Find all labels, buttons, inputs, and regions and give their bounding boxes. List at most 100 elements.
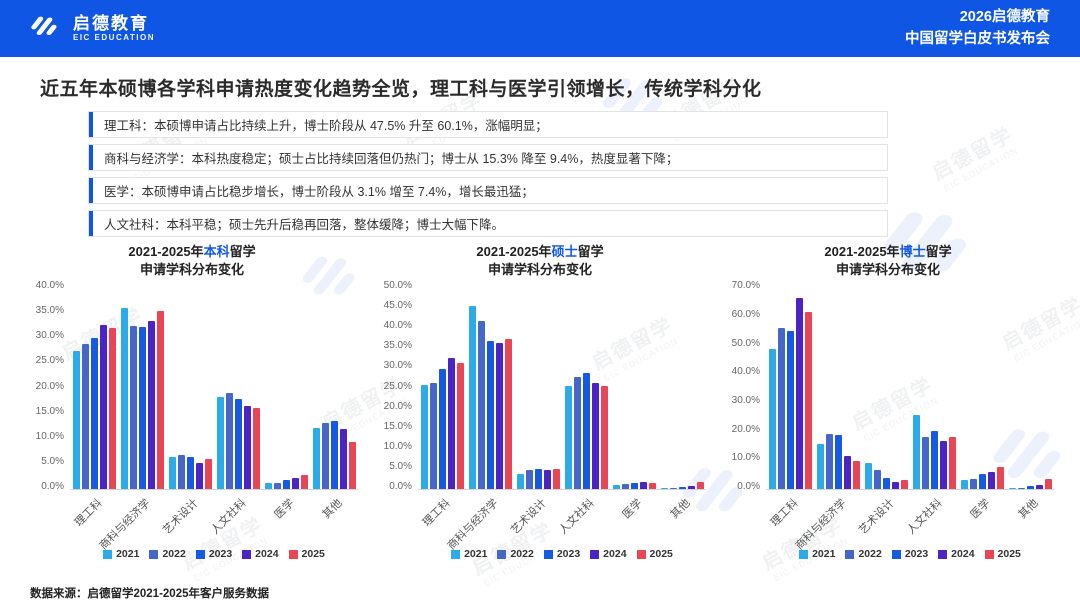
bar-2024: [495, 343, 503, 490]
x-axis-label: 人文社科: [557, 497, 597, 537]
bar-group: [120, 307, 164, 490]
y-tick-label: 0.0%: [737, 481, 760, 493]
x-axis-label: 理工科: [768, 497, 801, 530]
bar-group: [1008, 479, 1052, 490]
charts-row: 2021-2025年本科留学 申请学科分布变化 40.0% 35.0% 30.0% 2…: [0, 243, 1080, 560]
legend-swatch: [845, 549, 855, 559]
chart-legend: 2021 2022 2023 2024 2025: [766, 548, 1054, 560]
bullet-accent-bar: [89, 211, 93, 236]
bar-2022: [573, 376, 581, 490]
x-label-slot: 人文社科: [557, 492, 610, 548]
x-axis-label: 其他: [1016, 497, 1041, 522]
x-label-slot: 其他: [1006, 492, 1054, 548]
y-tick-label: 45.0%: [383, 300, 412, 312]
bar-2023: [882, 478, 890, 490]
bar-2022: [825, 433, 833, 490]
x-axis-label: 人文社科: [905, 497, 945, 537]
legend-swatch: [149, 549, 159, 559]
legend-item: 2025: [636, 548, 673, 561]
bar-group: [612, 481, 656, 490]
bar-2022: [129, 325, 137, 490]
bar-2023: [186, 457, 194, 490]
bar-group: [660, 481, 704, 490]
bullet-item-humanities: 人文社科：本科平稳；硕士先升后稳再回落，整体缓降；博士大幅下降。: [88, 210, 888, 237]
legend-item: 2021: [451, 548, 487, 560]
bar-2025: [348, 442, 356, 490]
bar-group: [264, 475, 308, 490]
bar-2021: [912, 414, 920, 490]
legend-year-label: 2023: [904, 548, 929, 561]
bar-2023: [534, 468, 542, 490]
y-axis: 70.0% 60.0% 50.0% 40.0% 30.0% 20.0% 10.0% 0.0%: [722, 280, 766, 492]
x-axis-labels: 理工科 商科与经济学 艺术设计 人文社科 医学 其他: [70, 492, 358, 552]
x-label-slot: 人文社科: [905, 492, 958, 548]
bar-2022: [921, 436, 929, 490]
legend-item: 2023: [543, 548, 580, 560]
event-title-line2: 中国留学白皮书发布会: [905, 30, 1050, 47]
y-tick-label: 40.0%: [731, 366, 760, 378]
legend-year-label: 2024: [951, 548, 975, 561]
bar-2024: [447, 357, 455, 490]
plot-area: [70, 283, 358, 491]
legend-item: 2021: [103, 548, 139, 560]
bar-2025: [900, 480, 908, 490]
bar-2024: [99, 325, 107, 490]
bar-2023: [486, 341, 494, 490]
bar-2024: [1035, 485, 1043, 490]
bar-2023: [786, 330, 794, 490]
bar-2022: [1017, 487, 1025, 490]
bar-group: [72, 325, 116, 490]
bar-group: [312, 421, 356, 490]
x-label-slot: 艺术设计: [509, 492, 562, 548]
bar-2025: [252, 407, 260, 490]
chart-title-highlight: 本科: [203, 244, 230, 259]
y-tick-label: 35.0%: [35, 305, 64, 317]
chart-title-highlight: 博士: [899, 244, 926, 259]
bar-2024: [243, 405, 251, 490]
legend-swatch: [984, 549, 994, 559]
legend-swatch: [636, 549, 646, 559]
legend-swatch: [288, 549, 298, 559]
x-axis-label: 医学: [620, 497, 645, 522]
legend-item: 2021: [799, 548, 835, 560]
legend-year-label: 2022: [162, 548, 186, 561]
bar-2021: [960, 480, 968, 490]
y-tick-label: 30.0%: [731, 394, 760, 406]
bar-2022: [225, 393, 233, 490]
bullet-item-business: 商科与经济学：本科热度稳定；硕士占比持续回落但仍热门；博士从 15.3% 降至 …: [88, 144, 888, 171]
bar-2021: [264, 483, 272, 490]
bar-2021: [168, 457, 176, 490]
x-label-slot: 医学: [262, 492, 310, 548]
bar-2021: [216, 396, 224, 490]
plot-area: [418, 283, 706, 491]
legend-year-label: 2025: [649, 548, 673, 561]
x-axis-label: 其他: [320, 497, 345, 522]
bar-2025: [204, 459, 212, 490]
chart-title-prefix: 2021-2025年: [824, 244, 900, 259]
bar-2023: [978, 474, 986, 490]
legend-year-label: 2021: [812, 548, 836, 561]
y-axis: 40.0% 35.0% 30.0% 25.0% 20.0% 15.0% 10.0% 5.0% 0…: [26, 280, 70, 492]
bar-2023: [582, 372, 590, 490]
y-tick-label: 40.0%: [35, 280, 64, 292]
bar-2024: [795, 298, 803, 490]
y-tick-label: 15.0%: [383, 420, 412, 432]
bar-2024: [891, 482, 899, 490]
bar-2023: [330, 421, 338, 490]
y-tick-label: 10.0%: [383, 440, 412, 452]
chart-title: 2021-2025年本科留学 申请学科分布变化: [26, 243, 358, 278]
x-label-slot: 其他: [658, 492, 706, 548]
y-tick-label: 20.0%: [35, 380, 64, 392]
y-tick-label: 50.0%: [731, 337, 760, 349]
legend-year-label: 2021: [116, 548, 140, 561]
legend-item: 2022: [845, 548, 882, 560]
y-tick-label: 20.0%: [731, 423, 760, 435]
bar-2022: [621, 483, 629, 490]
bar-2025: [1044, 479, 1052, 490]
bar-group: [516, 468, 560, 490]
x-label-slot: 商科与经济学: [445, 492, 514, 552]
bar-group: [768, 298, 812, 490]
bar-2021: [564, 386, 572, 490]
x-axis-label: 理工科: [72, 497, 105, 530]
chart-title: 2021-2025年博士留学 申请学科分布变化: [722, 243, 1054, 278]
